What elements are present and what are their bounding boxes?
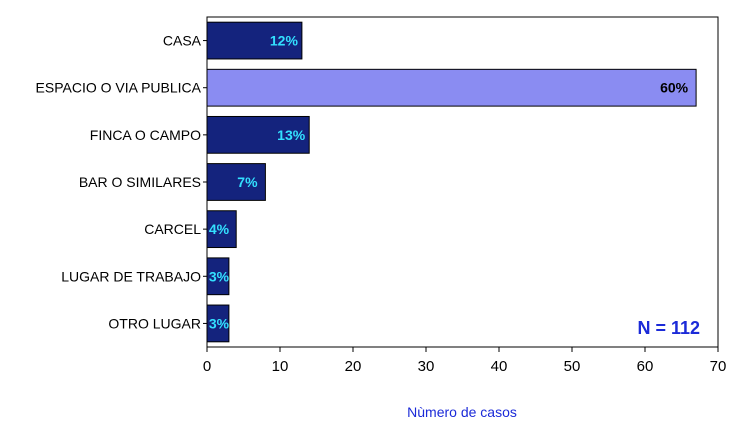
category-label: OTRO LUGAR xyxy=(108,315,201,331)
plot-area xyxy=(206,16,719,348)
data-label: 4% xyxy=(209,221,230,237)
x-tick-label: 0 xyxy=(203,358,211,375)
bar xyxy=(206,115,310,154)
x-tick-label: 70 xyxy=(710,358,727,375)
x-tick-label: 40 xyxy=(491,358,508,375)
category-label: ESPACIO O VIA PUBLICA xyxy=(36,80,202,96)
x-tick-label: 50 xyxy=(564,358,581,375)
category-label: CASA xyxy=(163,33,202,49)
category-label: CARCEL xyxy=(144,221,201,237)
bar xyxy=(206,21,303,60)
category-label: FINCA O CAMPO xyxy=(90,127,201,143)
data-label: 13% xyxy=(277,127,306,143)
data-label: 60% xyxy=(660,80,689,96)
x-tick-label: 30 xyxy=(418,358,435,375)
bar xyxy=(206,163,266,201)
data-label: 3% xyxy=(209,268,230,284)
sample-size-annotation: N = 112 xyxy=(637,318,700,338)
x-tick-label: 20 xyxy=(345,358,362,375)
bar xyxy=(206,210,237,249)
bar xyxy=(206,68,697,107)
x-tick-label: 60 xyxy=(637,358,654,375)
data-label: 3% xyxy=(209,315,230,331)
category-label: LUGAR DE TRABAJO xyxy=(61,268,201,284)
category-label: BAR O SIMILARES xyxy=(79,174,201,190)
x-axis-title: Nùmero de casos xyxy=(407,404,517,420)
data-label: 12% xyxy=(270,33,299,49)
data-label: 7% xyxy=(237,174,258,190)
x-tick-label: 10 xyxy=(272,358,289,375)
